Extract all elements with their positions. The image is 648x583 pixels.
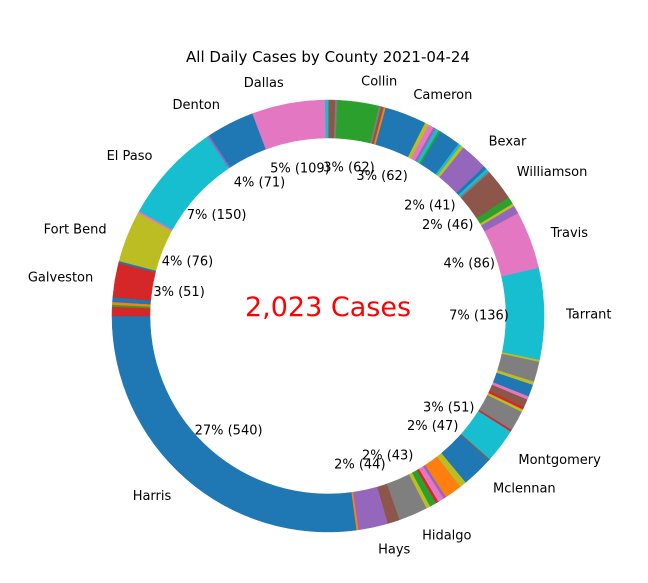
slice-label-collin: Collin [361,74,397,89]
slice-label-williamson: Williamson [517,165,588,180]
slice-label-denton: Denton [172,98,220,113]
slice-label-tarrant: Tarrant [565,307,612,322]
slice-labels: Harris 27% (540) Hays 2% (44) Hidalgo 2% (43)… [28,74,612,557]
pct-label-montgomery: 3% (51) [423,401,474,416]
pct-label-cameron: 3% (62) [356,169,407,184]
slice-unlabeled-49 [327,99,336,139]
pct-label-mclennan: 2% (47) [407,419,458,434]
slice-label-mclennan: Mclennan [493,482,556,497]
slice-label-cameron: Cameron [413,88,472,103]
pct-label-fort-bend: 4% (76) [162,255,213,270]
pct-label-bexar: 2% (41) [404,199,455,214]
donut-slices [111,99,545,533]
slice-label-harris: Harris [133,489,172,504]
pct-label-galveston: 3% (51) [153,285,204,300]
pct-label-denton: 4% (71) [234,175,285,190]
slice-label-el-paso: El Paso [107,149,153,164]
slice-dallas [251,99,326,150]
pct-label-hays: 2% (44) [334,458,385,473]
pct-label-travis: 4% (86) [444,257,495,272]
pct-label-dallas: 5% (109) [270,162,330,177]
slice-label-bexar: Bexar [489,134,527,149]
pct-label-tarrant: 7% (136) [449,308,509,323]
slice-label-travis: Travis [550,226,589,241]
pct-label-williamson: 2% (46) [422,218,473,233]
pct-label-el-paso: 7% (150) [187,208,247,223]
slice-label-fort-bend: Fort Bend [44,223,107,238]
slice-label-hays: Hays [378,543,410,558]
slice-unlabeled-62 [111,306,151,317]
slice-label-montgomery: Montgomery [518,453,601,468]
pct-label-harris: 27% (540) [195,424,263,439]
pct-label-hidalgo: 2% (43) [362,449,413,464]
pct-label-collin: 3% (62) [323,160,374,175]
center-total-label: 2,023 Cases [245,292,411,323]
chart-title: All Daily Cases by County 2021-04-24 [186,48,470,66]
slice-label-hidalgo: Hidalgo [422,529,471,544]
slice-label-dallas: Dallas [244,76,284,91]
slice-label-galveston: Galveston [28,271,93,286]
